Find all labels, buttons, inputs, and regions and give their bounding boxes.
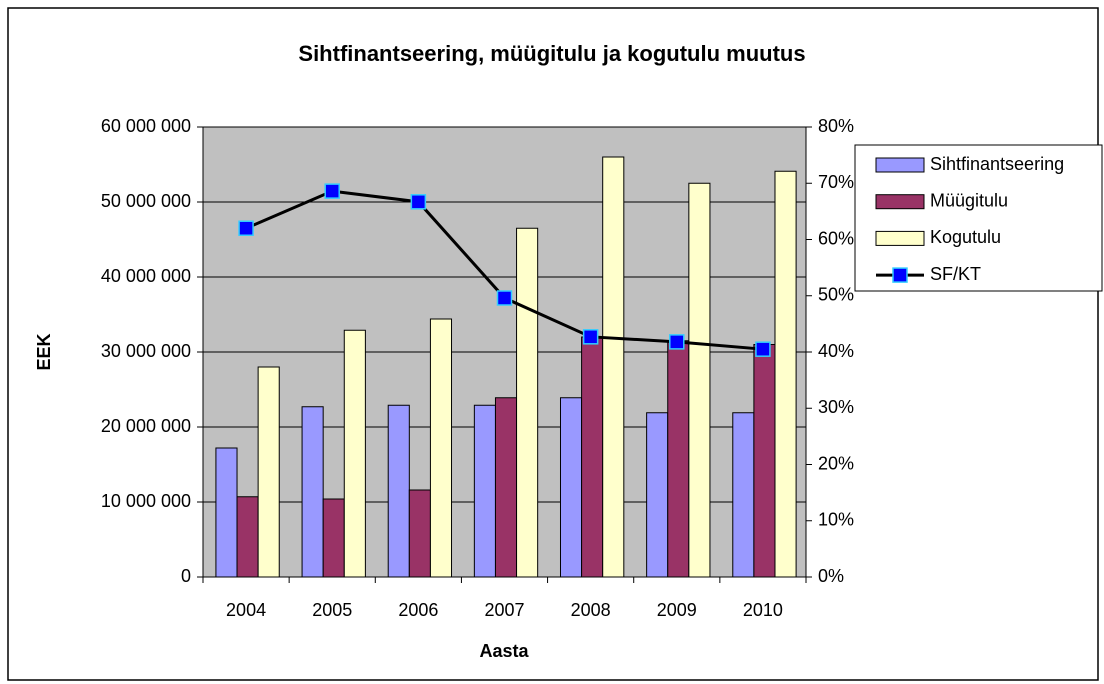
y-tick-label: 30 000 000 <box>101 341 191 361</box>
x-tick-label: 2008 <box>571 600 611 620</box>
x-tick-label: 2010 <box>743 600 783 620</box>
y-tick-label: 60 000 000 <box>101 116 191 136</box>
x-tick-label: 2004 <box>226 600 266 620</box>
y2-tick-label: 40% <box>818 341 854 361</box>
marker <box>582 329 599 345</box>
legend-label: Sihtfinantseering <box>930 154 1064 174</box>
bar <box>753 344 776 578</box>
y2-tick-label: 80% <box>818 116 854 136</box>
marker <box>496 290 513 306</box>
legend-label: SF/KT <box>930 264 981 284</box>
x-tick-label: 2005 <box>312 600 352 620</box>
bar <box>494 397 518 578</box>
bar <box>774 170 797 578</box>
bar <box>667 340 690 578</box>
bar <box>559 397 583 578</box>
y-axis-title: EEK <box>34 333 54 370</box>
y2-tick-label: 10% <box>818 510 854 530</box>
y2-tick-label: 60% <box>818 228 854 248</box>
bar <box>215 447 238 578</box>
marker <box>324 183 340 199</box>
y2-tick-label: 0% <box>818 566 844 586</box>
legend-swatch <box>875 230 925 246</box>
bar <box>322 498 345 578</box>
legend-swatch <box>875 194 925 210</box>
legend-swatch <box>875 157 925 173</box>
y2-tick-label: 30% <box>818 397 854 417</box>
marker <box>755 341 771 357</box>
legend-label: Müügitulu <box>930 190 1008 210</box>
bar <box>732 412 755 578</box>
x-tick-label: 2009 <box>657 600 697 620</box>
bar <box>581 336 604 578</box>
bar <box>301 406 324 578</box>
y-tick-label: 50 000 000 <box>101 191 191 211</box>
bar <box>473 404 496 578</box>
marker <box>669 334 685 350</box>
x-tick-label: 2006 <box>398 600 438 620</box>
bar <box>387 404 410 578</box>
marker <box>410 194 427 210</box>
bar <box>646 412 669 578</box>
y-tick-label: 10 000 000 <box>101 491 191 511</box>
bar <box>516 227 539 578</box>
y2-tick-label: 70% <box>818 172 854 192</box>
legend-label: Kogutulu <box>930 227 1001 247</box>
bar <box>257 366 280 578</box>
y-tick-label: 0 <box>181 566 191 586</box>
marker <box>238 220 254 236</box>
y-tick-label: 40 000 000 <box>101 266 191 286</box>
legend-marker <box>892 267 908 283</box>
chart-title: Sihtfinantseering, müügitulu ja kogutulu… <box>298 41 805 66</box>
bar <box>688 182 711 578</box>
bar <box>429 318 453 578</box>
bar <box>343 329 366 578</box>
bar <box>408 489 431 578</box>
x-axis-title: Aasta <box>479 641 529 661</box>
x-tick-label: 2007 <box>484 600 524 620</box>
bar <box>602 156 625 578</box>
y2-tick-label: 50% <box>818 285 854 305</box>
y2-tick-label: 20% <box>818 453 854 473</box>
y-tick-label: 20 000 000 <box>101 416 191 436</box>
bar <box>236 496 259 578</box>
